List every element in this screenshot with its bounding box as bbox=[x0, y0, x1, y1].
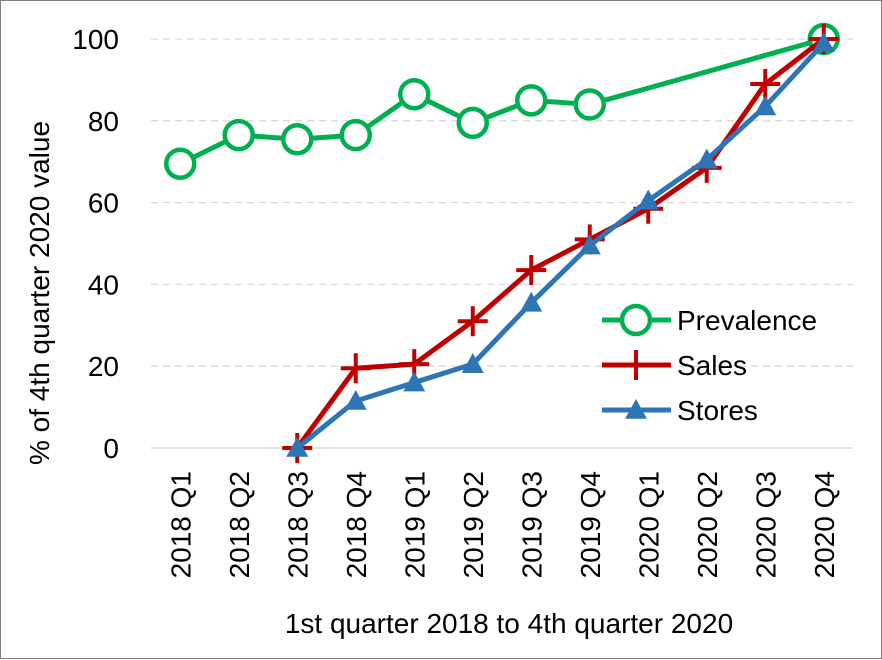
y-tick-label: 60 bbox=[88, 188, 119, 219]
y-tick-label: 80 bbox=[88, 106, 119, 137]
prevalence-point bbox=[515, 84, 548, 117]
y-tick-label: 0 bbox=[103, 433, 119, 464]
stores-point bbox=[461, 353, 484, 373]
stores-point bbox=[625, 399, 647, 419]
prevalence-series bbox=[164, 22, 840, 180]
y-tick-label: 100 bbox=[72, 24, 119, 55]
x-tick-label: 2019 Q1 bbox=[399, 471, 430, 578]
prevalence-point bbox=[281, 122, 314, 156]
x-tick-label: 2018 Q3 bbox=[282, 471, 313, 578]
stores-point bbox=[637, 189, 660, 210]
stores-point bbox=[754, 95, 777, 116]
sales-point bbox=[621, 350, 651, 380]
legend-item-stores: Stores bbox=[602, 395, 758, 426]
legend-label: Prevalence bbox=[677, 305, 817, 336]
stores-point bbox=[403, 371, 426, 392]
stores-line bbox=[295, 41, 826, 450]
x-tick-label: 2019 Q3 bbox=[516, 471, 547, 578]
legend-label: Stores bbox=[677, 395, 758, 426]
x-tick-label: 2019 Q2 bbox=[458, 471, 489, 578]
series bbox=[164, 22, 840, 463]
stores-point bbox=[520, 291, 543, 312]
stores-point bbox=[578, 234, 601, 255]
prevalence-point bbox=[222, 118, 255, 152]
prevalence-point bbox=[164, 147, 197, 180]
x-tick-label: 2018 Q2 bbox=[224, 471, 255, 578]
legend: Prevalence Sales Stores bbox=[602, 303, 817, 426]
prevalence-point bbox=[456, 106, 489, 140]
x-tick-label: 2018 Q4 bbox=[341, 471, 372, 578]
stores-point bbox=[286, 437, 309, 457]
prevalence-line bbox=[179, 36, 825, 166]
prevalence-point bbox=[398, 77, 431, 111]
gridlines bbox=[151, 38, 853, 367]
stores-point bbox=[812, 32, 835, 52]
x-tick-label: 2020 Q4 bbox=[809, 471, 840, 578]
x-tick-label: 2018 Q1 bbox=[165, 471, 196, 578]
x-axis-title: 1st quarter 2018 to 4th quarter 2020 bbox=[285, 608, 733, 639]
legend-item-prevalence: Prevalence bbox=[602, 303, 817, 337]
x-tick-label: 2020 Q3 bbox=[750, 471, 781, 578]
x-tick-label: 2020 Q2 bbox=[692, 471, 723, 578]
x-tick-label: 2019 Q4 bbox=[575, 471, 606, 578]
legend-item-sales: Sales bbox=[602, 350, 747, 381]
sales-point bbox=[750, 68, 781, 99]
prevalence-point bbox=[339, 118, 372, 152]
stores-point bbox=[344, 389, 367, 410]
sales-line bbox=[295, 37, 826, 450]
y-tick-label: 40 bbox=[88, 269, 119, 300]
stores-series bbox=[286, 32, 835, 457]
sales-point bbox=[457, 306, 488, 337]
y-tick-label: 20 bbox=[88, 351, 119, 382]
prevalence-point bbox=[573, 88, 606, 121]
y-axis-title: % of 4th quarter 2020 value bbox=[24, 121, 55, 465]
stores-point bbox=[695, 148, 718, 169]
x-axis-ticks: 2018 Q1 2018 Q2 2018 Q3 2018 Q4 2019 Q1 2019 … bbox=[165, 471, 840, 578]
legend-label: Sales bbox=[677, 350, 747, 381]
sales-point bbox=[340, 353, 371, 384]
prevalence-point bbox=[619, 303, 653, 337]
x-tick-label: 2020 Q1 bbox=[633, 471, 664, 578]
y-axis-ticks: 0 20 40 60 80 100 bbox=[72, 24, 119, 464]
sales-point bbox=[516, 255, 547, 286]
